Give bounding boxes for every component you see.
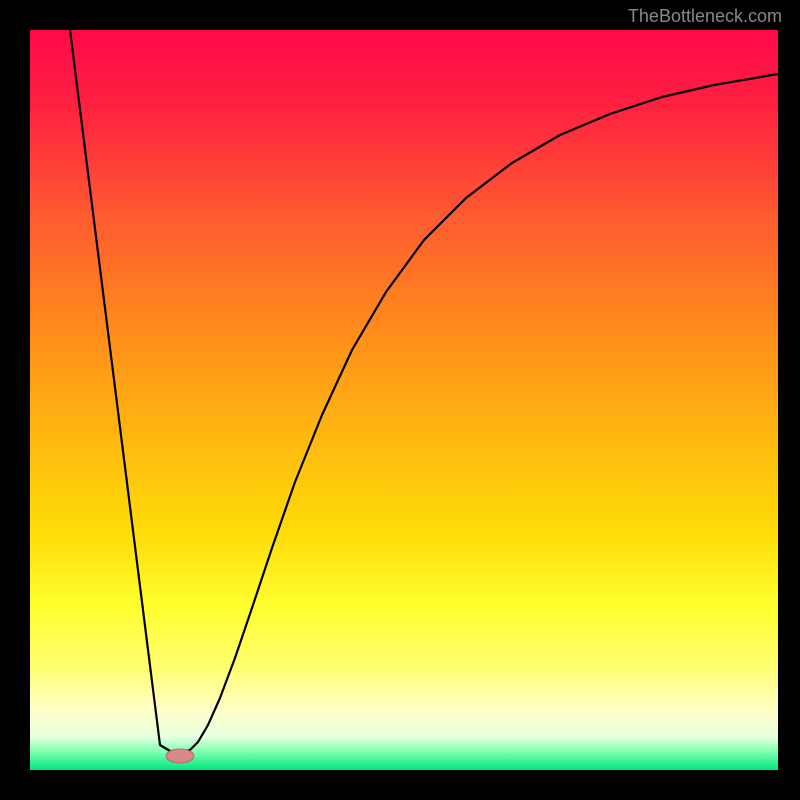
valley-marker: [166, 749, 194, 763]
chart-canvas: [30, 30, 778, 770]
watermark-text: TheBottleneck.com: [628, 6, 782, 27]
gradient-background: [30, 30, 778, 770]
